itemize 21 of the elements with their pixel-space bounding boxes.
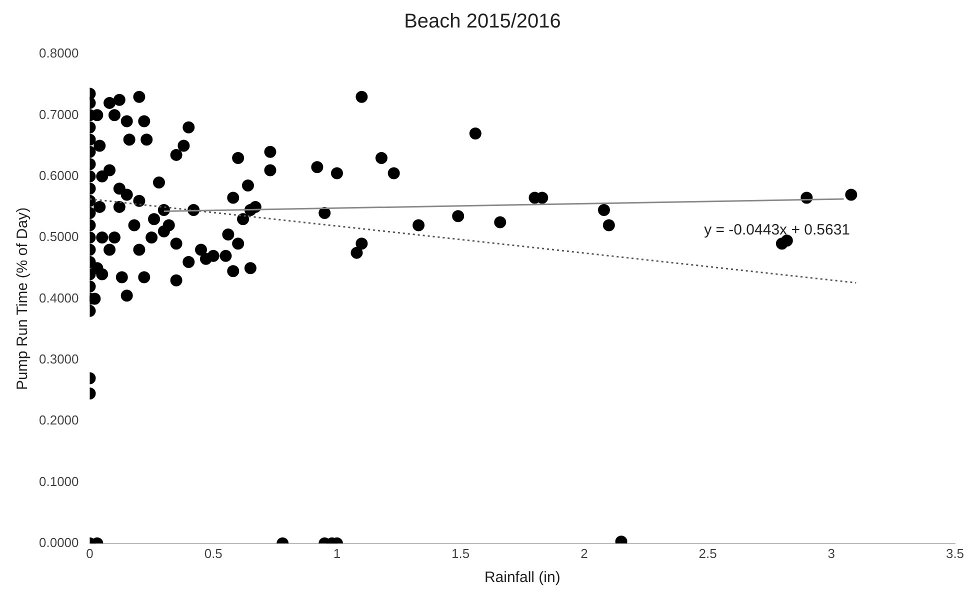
x-tick-label: 0.5 [204, 546, 222, 561]
annotation: y = -0.0443x + 0.5631 [704, 221, 850, 238]
x-tick-label: 2 [580, 546, 588, 561]
y-tick-label: 0.1000 [38, 474, 79, 489]
y-tick-label: 0.5000 [38, 229, 79, 244]
chart-title: Beach 2015/2016 [404, 10, 561, 33]
y-tick-label: 0.4000 [38, 290, 79, 306]
y-tick-label: 0.3000 [38, 351, 79, 366]
x-tick-label: 1 [333, 546, 341, 561]
x-tick-label: 1.5 [452, 546, 470, 561]
y-tick-label: 0.7000 [38, 106, 79, 122]
y-tick-label: 0.2000 [38, 412, 79, 428]
y-axis-title: Pump Run Time (% of Day) [14, 207, 32, 390]
x-tick-label: 3 [828, 546, 836, 561]
x-axis-title: Rainfall (in) [484, 569, 560, 586]
x-tick-label: 3.5 [946, 546, 964, 561]
y-tick-label: 0.0000 [38, 534, 79, 550]
y-tick-label: 0.8000 [38, 46, 79, 61]
y-tick-label: 0.6000 [38, 168, 79, 183]
x-tick-label: 2.5 [698, 546, 717, 561]
x-tick-label: 0 [86, 546, 94, 561]
